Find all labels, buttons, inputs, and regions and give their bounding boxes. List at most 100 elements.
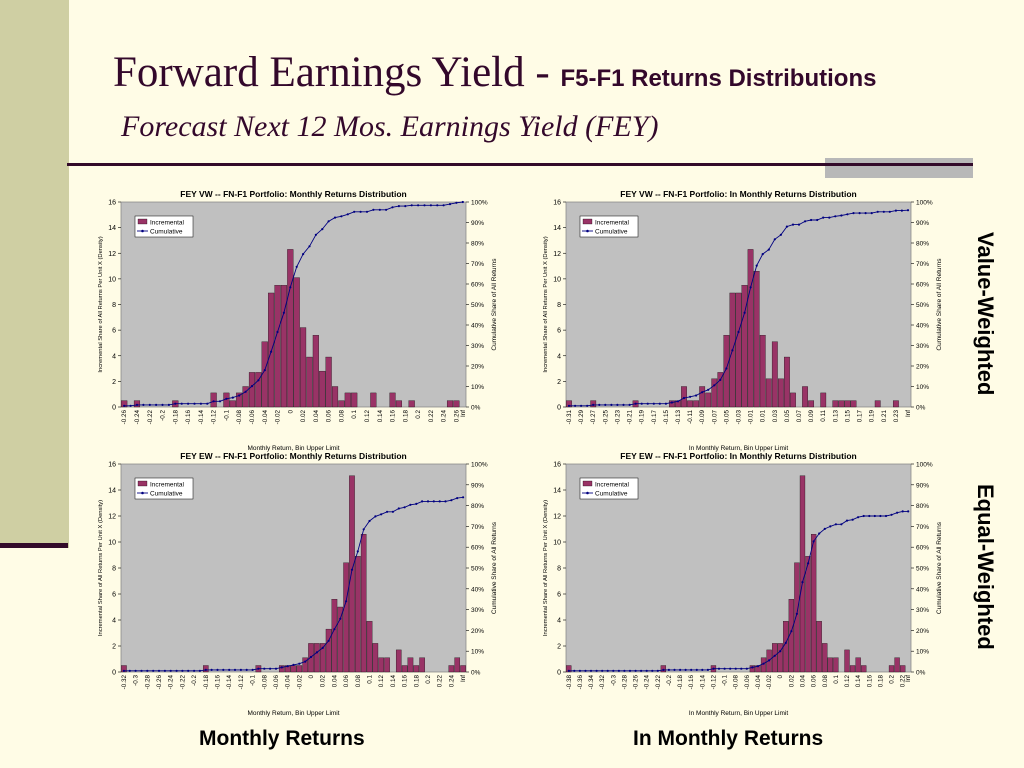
cumulative-point [868,514,871,518]
cumulative-point [901,510,904,513]
cumulative-point [212,400,215,403]
cumulative-point [573,669,576,672]
cumulative-point [276,330,279,334]
x-tick-label: 0.04 [331,675,338,688]
cumulative-point [743,311,746,314]
cumulative-point [386,510,389,513]
cumulative-point [385,208,388,211]
x-tick-label: -0.12 [211,410,218,425]
cumulative-point [784,641,787,644]
y-tick-label: 8 [112,302,116,309]
y-tick-label: 14 [553,488,561,495]
y2-tick-label: 0% [916,670,926,677]
y-tick-label: 16 [108,200,116,207]
cumulative-point [729,667,732,670]
cumulative-point [148,403,151,406]
cumulative-point [762,662,765,665]
bar [378,657,384,673]
bar [121,665,127,673]
title-main: Forward Earnings Yield - [113,49,561,96]
cumulative-point [244,390,247,393]
x-tick-label: 0.05 [784,410,791,423]
bar [799,475,806,673]
y-tick-label: 0 [112,670,116,677]
bar [248,372,256,408]
legend-cumulative-marker [141,229,144,233]
y2-tick-label: 60% [916,545,929,552]
y-tick-label: 6 [112,592,116,599]
cumulative-point [455,201,458,204]
cumulative-point [142,403,145,406]
x-axis-label: In Monthly Return, Bin Upper Limit [689,710,789,717]
y-tick-label: 14 [108,225,116,232]
y2-tick-label: 40% [916,323,929,330]
y-tick-label: 12 [108,514,116,521]
cumulative-point [640,402,643,405]
bar [349,475,355,673]
bar [810,534,817,673]
y-tick-label: 4 [112,618,116,625]
cumulative-point [723,667,726,670]
x-tick-label: -0.24 [644,675,651,690]
cumulative-point [397,205,400,208]
y2-tick-label: 80% [916,503,929,510]
bar [296,665,303,673]
bar [777,643,783,673]
x-tick-label: -0.32 [121,675,128,690]
x-tick-label: -0.1 [250,675,257,686]
x-tick-label: -0.3 [133,675,140,686]
cumulative-point [239,668,242,671]
cumulative-point [651,669,654,672]
cumulative-point [834,523,837,526]
cumulative-point [862,514,865,518]
cumulative-point [592,403,595,406]
x-tick-label: 0 [777,675,784,679]
cumulative-point [210,668,213,671]
cumulative-point [755,264,758,267]
x-tick-label: -0.14 [226,675,233,690]
cumulative-point [712,667,715,670]
bar [229,400,236,408]
x-tick-label: -0.02 [766,675,773,690]
x-tick-label: Inf [905,410,912,417]
cumulative-point [882,210,885,213]
cumulative-point [884,514,888,518]
bar [816,621,822,673]
x-tick-label: -0.31 [566,410,573,425]
bar [370,392,377,408]
cumulative-point [174,402,177,405]
cumulative-point [321,646,324,649]
cumulative-point [604,403,607,406]
cumulative-point [134,669,137,672]
x-tick-label: -0.29 [578,410,585,425]
x-tick-label: 0.19 [869,410,876,423]
cumulative-point [749,286,752,289]
x-tick-label: 0.18 [877,675,884,688]
y-tick-label: 12 [553,251,561,258]
cumulative-point [791,223,795,226]
bar [820,392,827,408]
x-axis-label: In Monthly Return, Bin Upper Limit [689,445,789,452]
cumulative-point [695,668,698,671]
x-tick-label: -0.28 [144,675,151,690]
cumulative-point [368,519,371,523]
cumulative-point [804,220,807,223]
cumulative-point [308,245,311,248]
bar [279,665,285,673]
y2-tick-label: 90% [471,220,484,227]
bar [838,400,845,408]
y-tick-label: 10 [108,276,116,283]
cumulative-point [374,515,377,518]
bar [419,657,425,673]
cumulative-point [676,400,680,403]
legend-incremental-swatch [582,480,593,487]
left-decor-line [67,0,69,548]
title-rule-accent-line [825,163,973,166]
cumulative-point [679,668,682,671]
cumulative-point [403,506,406,509]
y-tick-label: 0 [112,405,116,412]
x-tick-label: -0.34 [588,675,595,690]
x-tick-label: -0.04 [262,410,269,425]
cumulative-point [785,225,788,228]
cumulative-point [606,669,609,672]
